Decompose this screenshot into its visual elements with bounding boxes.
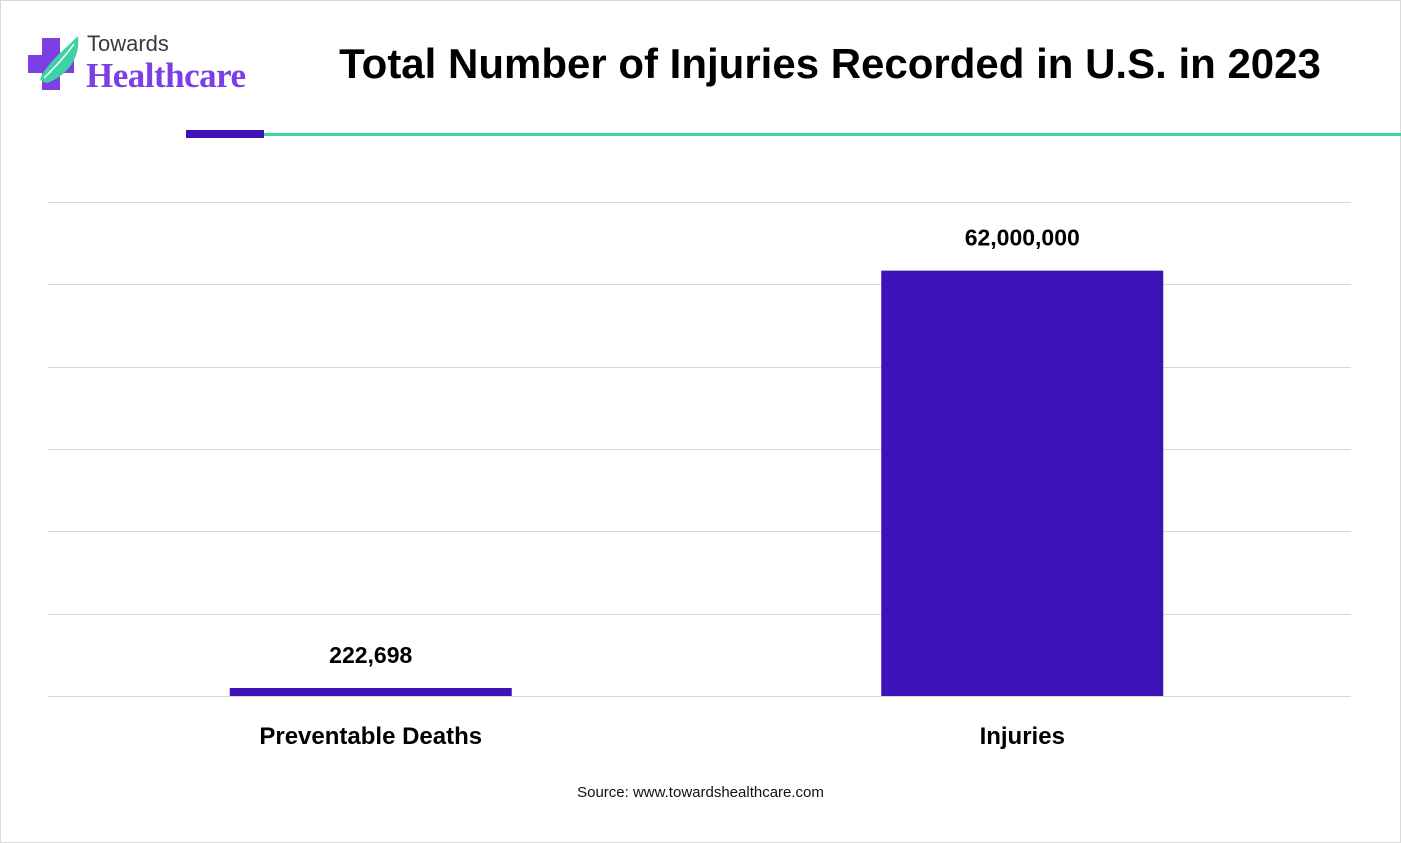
source-note: Source: www.towardshealthcare.com <box>577 784 824 801</box>
chart-title: Total Number of Injuries Recorded in U.S… <box>339 40 1321 87</box>
bar-0 <box>229 688 512 696</box>
bar-1 <box>881 270 1164 696</box>
title-divider-accent <box>186 130 264 138</box>
medical-cross-leaf-icon <box>28 36 79 90</box>
logo-text-towards: Towards <box>87 31 169 56</box>
data-label-1: 62,000,000 <box>965 225 1080 251</box>
brand-logo: Towards Healthcare <box>26 30 266 100</box>
category-label-0: Preventable Deaths <box>259 723 482 750</box>
logo-text-healthcare: Healthcare <box>86 56 246 95</box>
title-divider-line <box>264 133 1401 136</box>
category-label-1: Injuries <box>980 723 1065 750</box>
data-label-0: 222,698 <box>329 642 412 668</box>
